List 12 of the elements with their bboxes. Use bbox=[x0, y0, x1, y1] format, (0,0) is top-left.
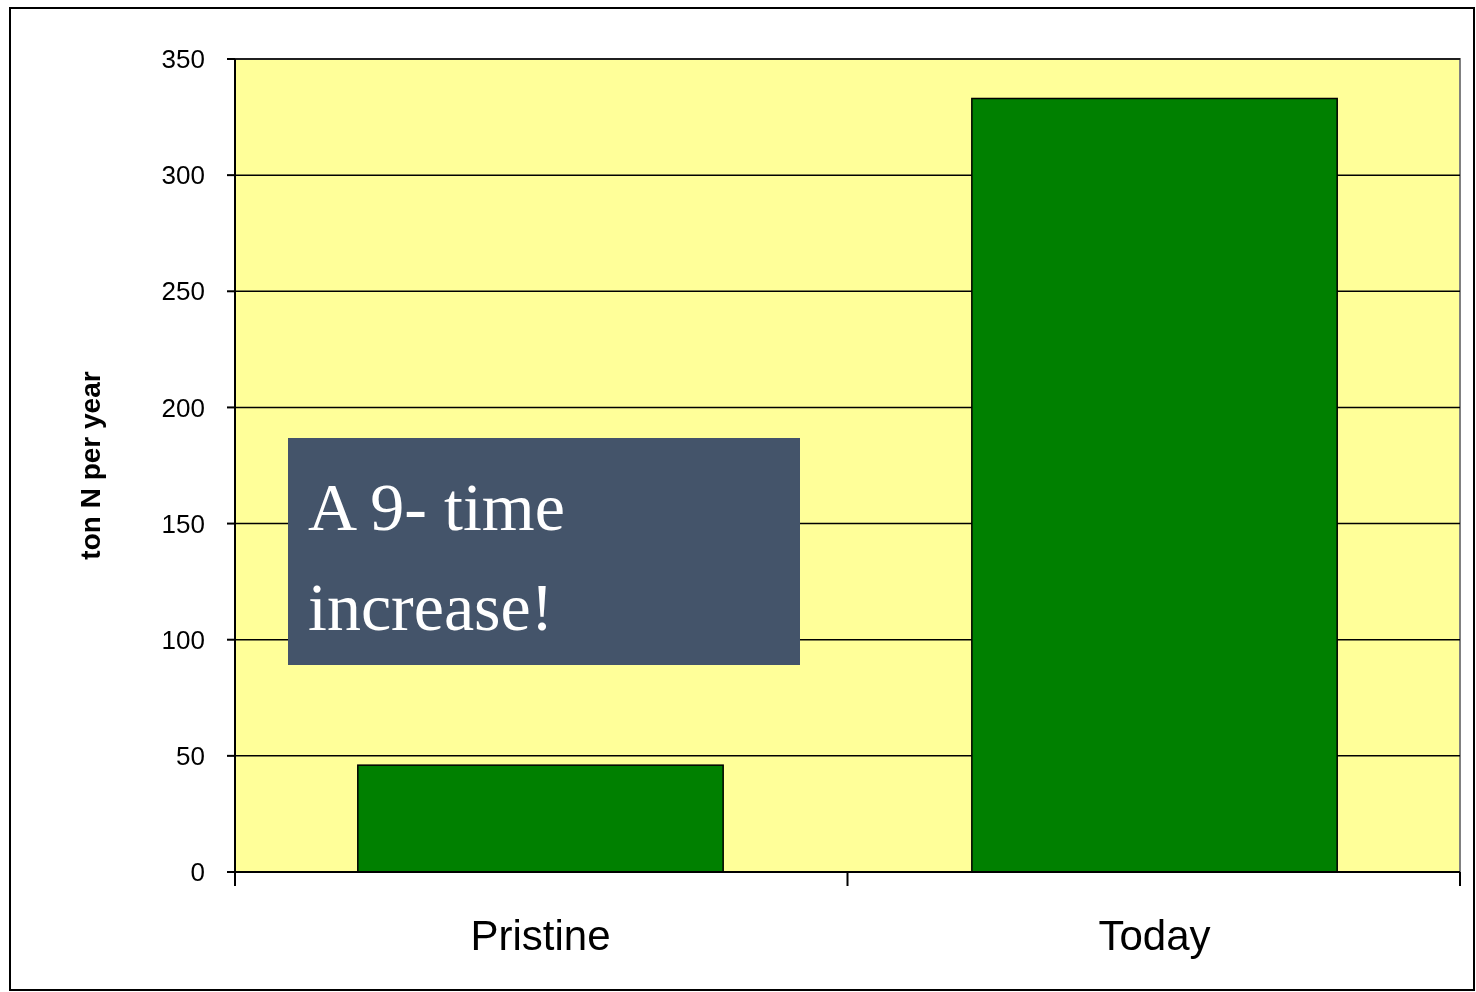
y-tick-label: 0 bbox=[190, 857, 205, 888]
y-axis-title: ton N per year bbox=[75, 371, 106, 560]
y-tick-label: 200 bbox=[161, 392, 205, 423]
y-tick-label: 300 bbox=[161, 160, 205, 191]
y-tick-label: 250 bbox=[161, 276, 205, 307]
y-tick-label: 150 bbox=[161, 508, 205, 539]
y-tick-label: 350 bbox=[161, 44, 205, 75]
x-tick-label: Today bbox=[1098, 912, 1211, 959]
y-tick-label: 100 bbox=[161, 624, 205, 655]
y-tick-label: 50 bbox=[176, 740, 205, 771]
annotation: A 9- time increase! bbox=[308, 469, 565, 645]
x-tick-label: Pristine bbox=[470, 912, 611, 959]
